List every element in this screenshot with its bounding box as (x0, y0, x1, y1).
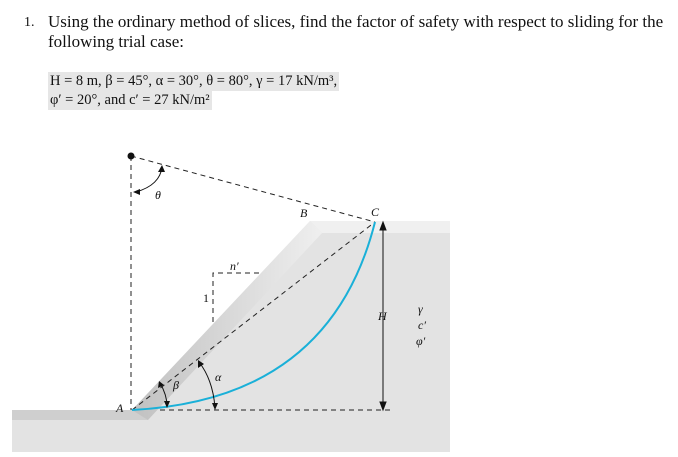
label-b: B (300, 206, 308, 220)
label-n: n′ (230, 259, 239, 273)
label-phi: φ′ (416, 334, 426, 348)
problem-number: 1. (24, 15, 35, 30)
given-line-1: H = 8 m, β = 45°, α = 30°, θ = 80°, γ = … (48, 72, 340, 91)
given-values: H = 8 m, β = 45°, α = 30°, θ = 80°, γ = … (48, 72, 340, 110)
label-a: A (115, 401, 124, 415)
crest-edge (310, 221, 450, 233)
label-c: C (371, 205, 380, 219)
label-one: 1 (203, 291, 209, 305)
label-beta: β (172, 378, 179, 392)
slope-ratio-box (212, 272, 260, 322)
label-h: H (377, 309, 388, 323)
given-line-2: φ′ = 20°, and c′ = 27 kN/m² (48, 91, 212, 110)
label-gamma: γ (418, 302, 423, 316)
problem-text: Using the ordinary method of slices, fin… (48, 12, 664, 51)
circle-center (127, 152, 135, 160)
problem: 1. Using the ordinary method of slices, … (24, 12, 674, 62)
radius-to-c (130, 155, 376, 223)
chord-ac (131, 221, 376, 411)
label-theta: θ (155, 188, 161, 202)
soil-body (12, 221, 450, 452)
toe-edge (12, 410, 148, 420)
slip-surface (131, 221, 376, 411)
label-cohesion: c′ (418, 318, 426, 332)
slope-face (132, 221, 322, 420)
label-alpha: α (215, 370, 222, 384)
